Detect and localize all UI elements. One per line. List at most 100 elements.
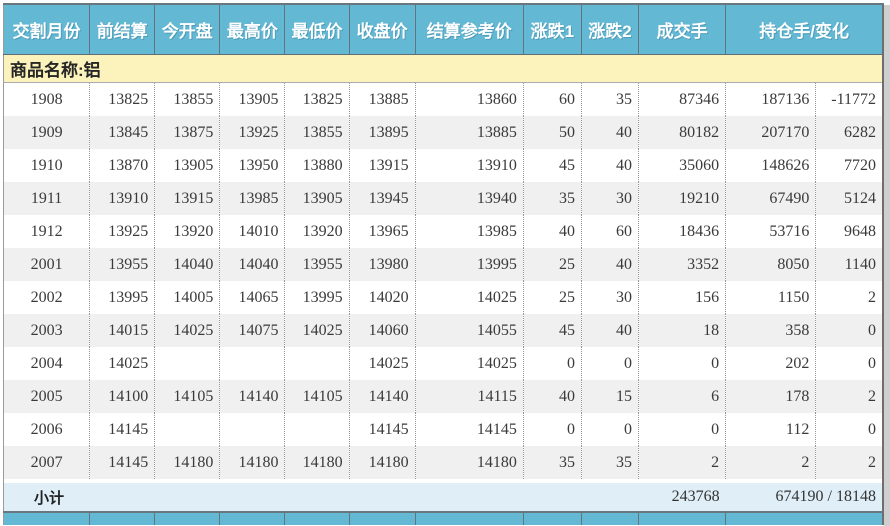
- cell-volume: 2: [638, 446, 727, 479]
- cell-close: 14180: [349, 446, 416, 479]
- cell-month: 1911: [3, 182, 91, 215]
- cell-prev_settle: 14145: [89, 446, 156, 479]
- cell-volume: 0: [638, 347, 727, 380]
- quote-row-1908: 1908 13825 13855 13905 13825 13885 13860 60 35 87…: [3, 82, 883, 116]
- cell-high: 13985: [219, 182, 286, 215]
- quote-row-1910: 1910 13870 13905 13950 13880 13915 13910 45 40 35…: [3, 149, 883, 182]
- cell-prev_settle: 14025: [89, 347, 156, 380]
- cell-chg1: 0: [523, 413, 582, 446]
- cell-open: 13920: [154, 215, 221, 248]
- next-header-cell-month: [3, 511, 91, 525]
- next-header-cell-chg2: [581, 511, 640, 525]
- cell-oi_chg: 5124: [815, 182, 883, 215]
- cell-oi_chg: -11772: [815, 82, 883, 116]
- cell-close: 14145: [349, 413, 416, 446]
- cell-oi: 1150: [725, 281, 817, 314]
- cell-oi: 202: [725, 347, 817, 380]
- cell-settle_ref: 14180: [415, 446, 524, 479]
- quote-row-1911: 1911 13910 13915 13985 13905 13945 13940 35 30 19…: [3, 182, 883, 215]
- cell-chg2: 40: [581, 314, 640, 347]
- cell-high: 14010: [219, 215, 286, 248]
- cell-settle_ref: 14055: [415, 314, 524, 347]
- cell-oi: 112: [725, 413, 817, 446]
- quote-row-2006: 2006 14145 14145 14145 0 0 0 112 0: [3, 413, 883, 446]
- cell-low: 13905: [284, 182, 350, 215]
- cell-low: 14105: [284, 380, 350, 413]
- cell-settle_ref: 13910: [415, 149, 524, 182]
- cell-close: 13945: [349, 182, 416, 215]
- quote-row-2003: 2003 14015 14025 14075 14025 14060 14055 45 40 18…: [3, 314, 883, 347]
- cell-high: [219, 347, 286, 380]
- cell-high: 14140: [219, 380, 286, 413]
- cell-open: [154, 413, 221, 446]
- cell-low: 13920: [284, 215, 350, 248]
- cell-volume: 156: [638, 281, 727, 314]
- column-header-oi: 持仓手/变化: [725, 3, 883, 55]
- cell-settle_ref: 14025: [415, 281, 524, 314]
- cell-oi: 148626: [725, 149, 817, 182]
- cell-chg1: 50: [523, 116, 582, 149]
- cell-low: 13855: [284, 116, 350, 149]
- column-header-month: 交割月份: [3, 3, 91, 55]
- cell-close: 14025: [349, 347, 416, 380]
- next-section-header-strip: [3, 511, 883, 525]
- cell-month: 2005: [3, 380, 91, 413]
- cell-close: 13915: [349, 149, 416, 182]
- cell-high: 14075: [219, 314, 286, 347]
- commodity-name-label: 商品名称:铝: [3, 54, 883, 83]
- subtotal-row: 小计 243768 674190 / 18148: [3, 483, 883, 513]
- cell-open: 14025: [154, 314, 221, 347]
- cell-oi: 53716: [725, 215, 817, 248]
- cell-chg2: 40: [581, 116, 640, 149]
- cell-prev_settle: 13995: [89, 281, 156, 314]
- column-header-chg1: 涨跌1: [523, 3, 582, 55]
- cell-prev_settle: 14145: [89, 413, 156, 446]
- cell-oi: 178: [725, 380, 817, 413]
- cell-settle_ref: 13995: [415, 248, 524, 281]
- cell-settle_ref: 14115: [415, 380, 524, 413]
- cell-prev_settle: 13845: [89, 116, 156, 149]
- cell-chg2: 0: [581, 347, 640, 380]
- right-gutter: [884, 5, 890, 526]
- cell-month: 2004: [3, 347, 91, 380]
- next-header-cell-low: [284, 511, 350, 525]
- cell-oi: 8050: [725, 248, 817, 281]
- cell-low: 13995: [284, 281, 350, 314]
- cell-chg2: 30: [581, 182, 640, 215]
- cell-prev_settle: 13825: [89, 82, 156, 116]
- cell-prev_settle: 14015: [89, 314, 156, 347]
- cell-settle_ref: 14145: [415, 413, 524, 446]
- column-header-volume: 成交手: [638, 3, 727, 55]
- cell-close: 14020: [349, 281, 416, 314]
- next-header-cell-settle_ref: [415, 511, 524, 525]
- cell-oi_chg: 0: [815, 413, 883, 446]
- cell-chg2: 35: [581, 82, 640, 116]
- cell-month: 2003: [3, 314, 91, 347]
- cell-chg2: 15: [581, 380, 640, 413]
- cell-open: 14105: [154, 380, 221, 413]
- cell-high: 14040: [219, 248, 286, 281]
- cell-month: 2001: [3, 248, 91, 281]
- cell-open: 14040: [154, 248, 221, 281]
- cell-open: 13875: [154, 116, 221, 149]
- cell-high: 14180: [219, 446, 286, 479]
- cell-oi_chg: 6282: [815, 116, 883, 149]
- cell-chg2: 40: [581, 149, 640, 182]
- quote-row-2007: 2007 14145 14180 14180 14180 14180 14180 35 35 2 2…: [3, 446, 883, 479]
- quote-row-2001: 2001 13955 14040 14040 13955 13980 13995 25 40 33…: [3, 248, 883, 281]
- cell-high: 13905: [219, 82, 286, 116]
- cell-close: 13885: [349, 82, 416, 116]
- cell-open: [154, 347, 221, 380]
- cell-oi: 2: [725, 446, 817, 479]
- next-header-cell-close: [349, 511, 416, 525]
- cell-volume: 35060: [638, 149, 727, 182]
- column-header-open: 今开盘: [154, 3, 221, 55]
- table-body: 商品名称:铝 1908 13825 13855 13905 13825 13885 1386…: [3, 54, 883, 525]
- table-header-row: 交割月份 前结算 今开盘 最高价 最低价 收盘价 结算参考价 涨跌1 涨跌2 成交手 持仓手/变化: [3, 3, 883, 55]
- quote-row-1909: 1909 13845 13875 13925 13855 13895 13885 50 40 80…: [3, 116, 883, 149]
- cell-chg2: 40: [581, 248, 640, 281]
- cell-month: 1910: [3, 149, 91, 182]
- futures-quotes-table: 交割月份 前结算 今开盘 最高价 最低价 收盘价 结算参考价 涨跌1 涨跌2 成交手 持仓手/变化 …: [3, 3, 884, 525]
- next-header-cell-open: [154, 511, 221, 525]
- cell-prev_settle: 13955: [89, 248, 156, 281]
